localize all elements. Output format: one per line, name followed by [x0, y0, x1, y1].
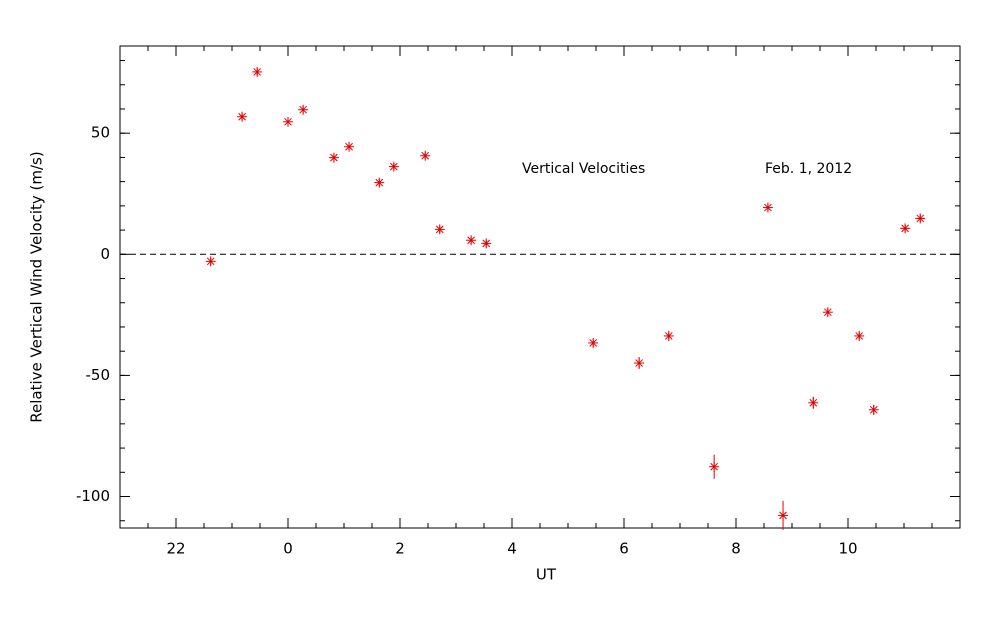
x-tick-label: 2: [395, 540, 405, 558]
y-tick-label: -100: [76, 487, 110, 505]
data-point: [762, 202, 773, 213]
y-tick-label: -50: [86, 366, 111, 384]
data-point: [328, 152, 339, 163]
data-point: [663, 330, 674, 341]
annotation: Feb. 1, 2012: [765, 161, 852, 177]
data-point: [808, 397, 819, 408]
x-tick-label: 10: [838, 540, 857, 558]
data-point: [237, 111, 248, 122]
x-tick-label: 4: [507, 540, 517, 558]
y-tick-label: 0: [100, 245, 110, 263]
x-tick-label: 8: [731, 540, 741, 558]
data-point: [420, 150, 431, 161]
data-point: [283, 116, 293, 127]
data-point: [868, 404, 879, 415]
data-point: [915, 213, 926, 224]
data-point: [388, 161, 399, 172]
x-axis-title: UT: [536, 566, 557, 584]
y-tick-label: 50: [91, 124, 110, 142]
data-point: [900, 223, 911, 234]
data-point: [434, 224, 445, 235]
data-point: [709, 461, 720, 472]
plot-frame: [119, 45, 961, 529]
y-axis-title: Relative Vertical Wind Velocity (m/s): [28, 151, 46, 422]
data-point: [374, 177, 385, 188]
data-point: [588, 337, 599, 348]
data-point: [778, 510, 789, 521]
data-point: [252, 66, 263, 77]
data-point: [344, 141, 355, 152]
data-point: [298, 104, 309, 115]
x-tick-label: 22: [166, 540, 185, 558]
data-point: [854, 330, 865, 341]
x-tick-label: 6: [619, 540, 629, 558]
data-point: [481, 238, 492, 249]
data-point: [634, 358, 645, 369]
annotation: Vertical Velocities: [522, 161, 645, 177]
x-tick-label: 0: [283, 540, 293, 558]
data-point: [466, 235, 477, 246]
data-point: [205, 256, 216, 267]
data-point: [822, 307, 833, 318]
